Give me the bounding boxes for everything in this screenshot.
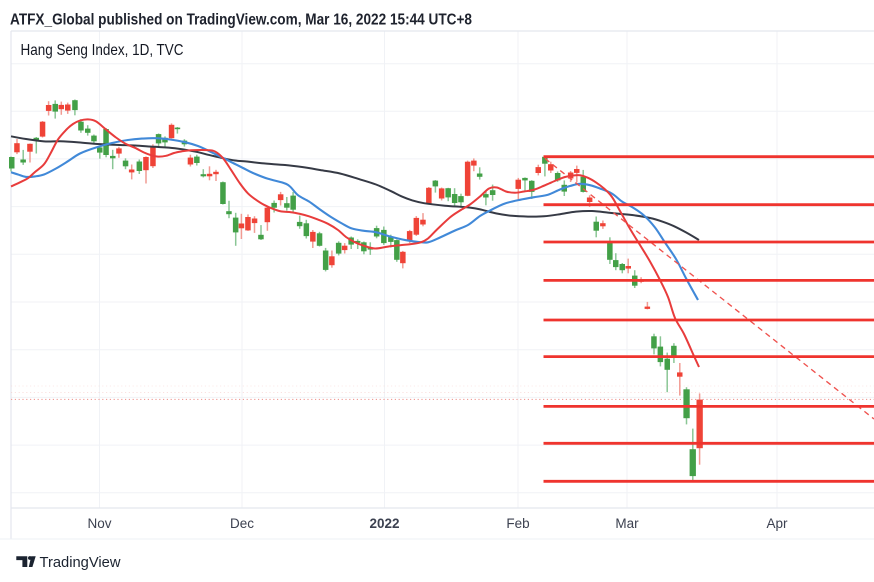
svg-text:Hang Seng Index, 1D, TVC: Hang Seng Index, 1D, TVC (21, 42, 184, 59)
svg-text:Apr: Apr (766, 516, 788, 531)
svg-text:ATFX_Global published on Tradi: ATFX_Global published on TradingView.com… (10, 12, 472, 29)
svg-text:Nov: Nov (87, 516, 111, 531)
svg-text:Feb: Feb (506, 516, 529, 531)
svg-text:Dec: Dec (230, 516, 254, 531)
svg-text:TradingView: TradingView (40, 554, 121, 571)
svg-text:2022: 2022 (369, 516, 399, 531)
svg-text:Mar: Mar (615, 516, 639, 531)
